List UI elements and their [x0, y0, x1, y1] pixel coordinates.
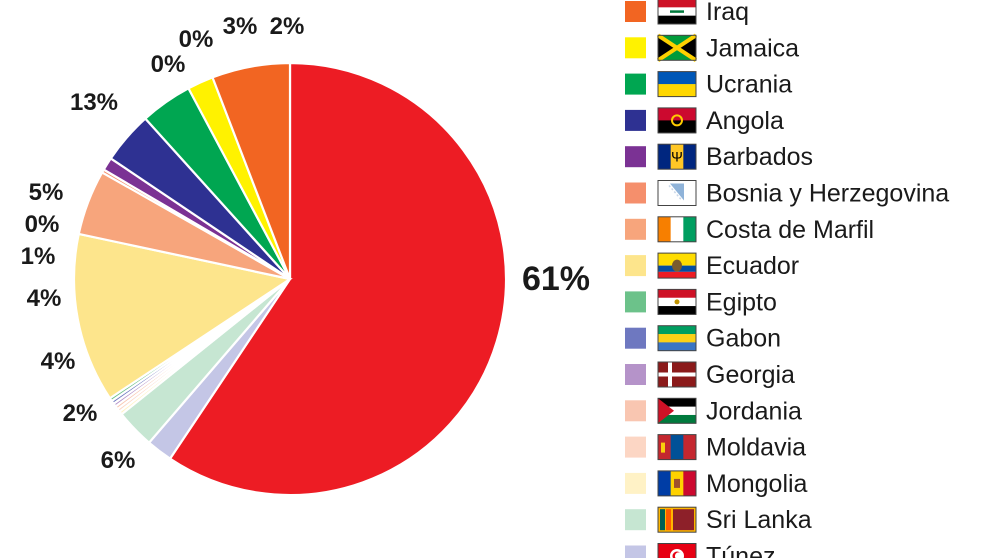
slice-label-iraq: 6% — [101, 447, 136, 474]
georgia-flag-icon — [657, 361, 697, 388]
legend: Iraq Jamaica Ucrania Angola Ψ Barbados Bosnia … — [625, 0, 949, 558]
slice-label-costa-de-marfil: 5% — [29, 179, 64, 206]
legend-label: Ucrania — [706, 71, 792, 99]
legend-label: Georgia — [706, 361, 795, 389]
legend-swatch — [625, 509, 646, 531]
legend-label: Egipto — [706, 288, 777, 316]
gabon-flag-icon — [657, 325, 697, 352]
slice-label-unlabeled: 61% — [522, 260, 590, 298]
legend-item-bosnia-y-herzegovina: Bosnia y Herzegovina — [625, 180, 949, 208]
slice-label-gabon: 0% — [179, 26, 214, 53]
ukraine-flag-icon — [657, 71, 697, 98]
legend-item-moldavia: Moldavia — [625, 434, 806, 462]
bosnia-flag-icon — [657, 180, 697, 206]
legend-swatch — [625, 400, 646, 422]
jamaica-flag-icon — [656, 33, 698, 62]
legend-label: Iraq — [706, 0, 749, 26]
legend-swatch — [625, 472, 646, 494]
legend-item-costa-de-marfil: Costa de Marfil — [625, 216, 874, 244]
legend-item-egipto: Egipto — [625, 288, 777, 316]
legend-swatch — [625, 291, 646, 313]
legend-item-angola: Angola — [625, 107, 784, 135]
legend-swatch — [625, 37, 646, 59]
slice-label-ucrania: 4% — [41, 348, 76, 375]
legend-label: Moldavia — [706, 434, 806, 462]
legend-item-iraq: Iraq — [625, 0, 749, 26]
ivory-coast-flag-icon — [657, 216, 697, 243]
slice-label-bosnia-y-herzegovina: 0% — [25, 211, 60, 238]
slice-label-tunez: 2% — [270, 13, 305, 40]
legend-swatch — [625, 182, 646, 204]
moldova-flag-icon — [657, 434, 697, 461]
legend-item-ecuador: Ecuador — [625, 252, 799, 280]
legend-swatch — [625, 218, 646, 240]
legend-label: Sri Lanka — [706, 506, 812, 534]
legend-label: Mongolia — [706, 470, 808, 498]
svg-text:Ψ: Ψ — [671, 149, 683, 165]
iraq-flag-icon — [657, 0, 697, 25]
legend-label: Jordania — [706, 397, 802, 425]
ecuador-flag-icon — [657, 252, 697, 279]
legend-swatch — [625, 545, 646, 558]
slice-label-egipto: 0% — [151, 51, 186, 78]
slice-label-jamaica: 2% — [63, 400, 98, 427]
legend-label: Túnez — [706, 543, 775, 558]
legend-label: Gabon — [706, 325, 781, 353]
jordan-flag-icon — [657, 397, 697, 424]
legend-label: Jamaica — [706, 34, 799, 62]
legend-swatch — [625, 364, 646, 385]
slice-label-sri-lanka: 3% — [223, 13, 258, 40]
legend-item-ucrania: Ucrania — [625, 71, 792, 99]
pie-slice-iraq — [211, 61, 292, 280]
slice-label-barbados: 1% — [21, 243, 56, 270]
legend-label: Costa de Marfil — [706, 216, 874, 244]
legend-item-mongolia: Mongolia — [625, 470, 808, 498]
legend-item-barbados: Ψ Barbados — [625, 143, 813, 171]
egypt-flag-icon — [657, 288, 697, 315]
angola-flag-icon — [657, 107, 697, 134]
slice-label-ecuador: 13% — [70, 89, 118, 116]
legend-item-gabon: Gabon — [625, 325, 781, 353]
barbados-flag-icon: Ψ — [657, 143, 697, 170]
legend-item-jordania: Jordania — [625, 397, 802, 425]
legend-swatch — [625, 73, 646, 95]
legend-swatch — [625, 255, 646, 277]
legend-label: Angola — [706, 107, 784, 135]
tunisia-flag-icon — [657, 543, 697, 558]
legend-item-sri-lanka: Sri Lanka — [625, 506, 812, 534]
pie-slice-ecuador — [72, 232, 293, 400]
pie-slice-unlabeled — [168, 61, 508, 497]
legend-swatch — [625, 1, 646, 22]
legend-swatch — [625, 436, 646, 458]
legend-swatch — [625, 327, 646, 349]
legend-swatch — [625, 146, 646, 168]
legend-swatch — [625, 109, 646, 131]
legend-item-jamaica: Jamaica — [625, 33, 799, 62]
legend-label: Bosnia y Herzegovina — [706, 180, 949, 208]
legend-item-georgia: Georgia — [625, 361, 795, 389]
legend-label: Barbados — [706, 143, 813, 171]
pie-labels: 6%2%4%4%1%0%5%13%0%0% 3% 2%61% — [21, 13, 590, 474]
sri-lanka-flag-icon — [657, 506, 697, 533]
pie-slices — [72, 61, 508, 497]
legend-item-tunez: Túnez — [625, 543, 775, 558]
legend-label: Ecuador — [706, 252, 799, 280]
slice-label-angola: 4% — [27, 285, 62, 312]
mongolia-flag-icon — [657, 470, 697, 497]
